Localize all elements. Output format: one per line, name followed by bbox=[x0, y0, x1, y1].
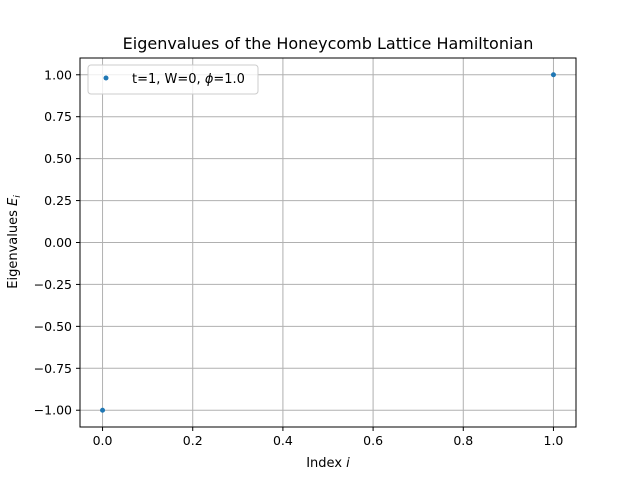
chart-title: Eigenvalues of the Honeycomb Lattice Ham… bbox=[123, 34, 534, 53]
x-axis-label-text: Index bbox=[306, 456, 346, 471]
data-point bbox=[100, 407, 106, 413]
x-tick-label: 0.2 bbox=[183, 433, 203, 448]
y-axis-label-sub: i bbox=[13, 195, 23, 198]
y-tick-label: −0.75 bbox=[34, 361, 72, 376]
grid-layer bbox=[80, 58, 576, 427]
legend-box bbox=[87, 64, 259, 95]
x-tick-label: 1.0 bbox=[544, 433, 564, 448]
x-tick-label: 0.6 bbox=[363, 433, 383, 448]
x-axis-label: Index i bbox=[306, 456, 350, 471]
tick-layer: 0.0 0.2 0.4 0.6 0.8 1.0 −1.00 −0.75 −0.50 −0.25 0.… bbox=[34, 67, 564, 448]
legend: t=1, W=0, ϕ=1.0 bbox=[87, 64, 259, 95]
x-tick-label: 0.8 bbox=[453, 433, 473, 448]
legend-marker bbox=[103, 75, 109, 81]
legend-label: t=1, W=0, ϕ=1.0 bbox=[132, 72, 245, 87]
y-tick-label: 0.50 bbox=[44, 151, 72, 166]
legend-label-part-1: t=1, W=0, bbox=[132, 72, 205, 87]
y-tick-label: −0.25 bbox=[34, 277, 72, 292]
y-tick-label: 1.00 bbox=[44, 67, 72, 82]
y-tick-label: 0.25 bbox=[44, 193, 72, 208]
x-tick-label: 0.0 bbox=[93, 433, 113, 448]
y-axis-label-text: Eigenvalues bbox=[6, 206, 21, 289]
y-axis-label-var: E bbox=[6, 197, 21, 206]
y-tick-label: 0.00 bbox=[44, 235, 72, 250]
y-tick-label: −1.00 bbox=[34, 403, 72, 418]
x-tick-label: 0.4 bbox=[273, 433, 293, 448]
y-axis-label: Eigenvalues Ei bbox=[6, 195, 23, 289]
legend-label-part-2: =1.0 bbox=[213, 72, 245, 87]
data-layer bbox=[100, 72, 556, 413]
legend-label-symbol: ϕ bbox=[205, 72, 214, 87]
y-tick-label: 0.75 bbox=[44, 109, 72, 124]
y-tick-label: −0.50 bbox=[34, 319, 72, 334]
data-point bbox=[550, 72, 556, 78]
x-axis-label-var: i bbox=[346, 456, 350, 471]
